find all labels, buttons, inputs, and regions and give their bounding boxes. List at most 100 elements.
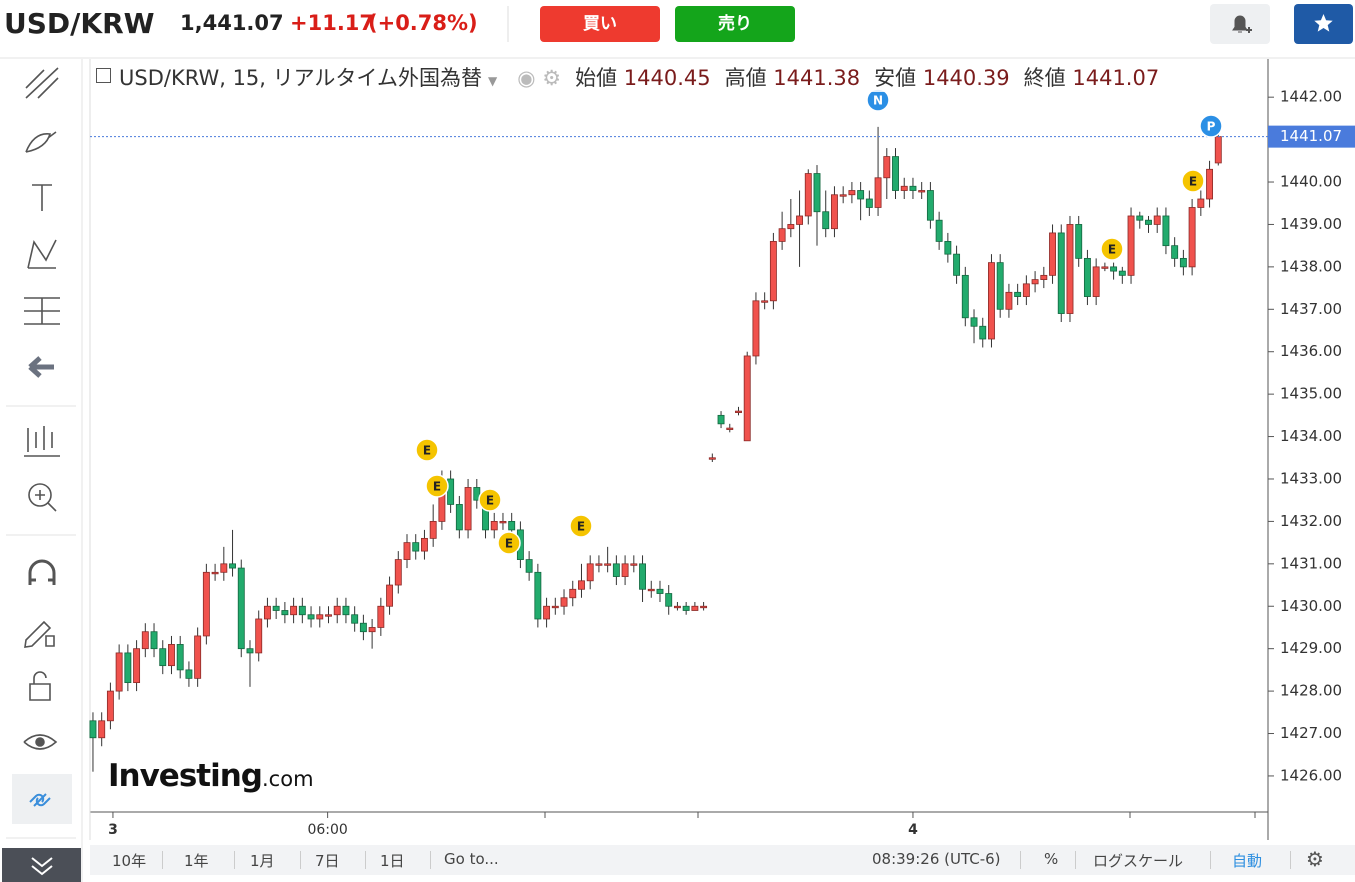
candle-body [953, 253, 961, 276]
candle-body [865, 198, 873, 208]
candle-body [787, 224, 795, 230]
candle-body [237, 567, 245, 650]
indicator-icon[interactable] [24, 426, 60, 457]
price: 1,441.07 [180, 11, 284, 35]
event-marker [497, 531, 521, 555]
candle-body [106, 690, 114, 722]
y-tick-label: 1432.00 [1280, 512, 1342, 530]
toolbar-item[interactable]: 1月 [250, 852, 275, 870]
y-tick-label: 1436.00 [1280, 342, 1342, 360]
candle-body [420, 537, 428, 552]
candle-body [229, 563, 236, 569]
buy-label[interactable]: 買い [583, 14, 617, 34]
candle-body [1110, 266, 1118, 272]
trend-icon[interactable] [25, 67, 59, 99]
separator [1210, 851, 1211, 869]
open-value: 1440.45 [623, 66, 711, 90]
candle-body [473, 487, 481, 501]
fib-icon[interactable] [24, 297, 60, 325]
candle-body [900, 185, 908, 191]
candle-body [1075, 224, 1083, 259]
event-marker [569, 514, 593, 538]
candle-body [639, 563, 646, 590]
candle-body [708, 457, 716, 460]
y-tick-label: 1430.00 [1280, 597, 1342, 615]
y-tick-label: 1426.00 [1280, 766, 1342, 784]
candle-body [665, 593, 673, 607]
candle-body [647, 588, 655, 592]
candle-body [883, 156, 891, 179]
candle-body [333, 605, 341, 616]
candle-body [1179, 257, 1187, 268]
event-label: E [433, 480, 441, 494]
candle-body [1197, 198, 1205, 208]
candle-body [560, 597, 568, 607]
pattern-icon[interactable] [27, 239, 57, 269]
candle-body [1206, 168, 1214, 200]
candle-body [586, 563, 594, 582]
toolbar-item[interactable]: 7日 [315, 852, 340, 870]
candle-body [612, 563, 620, 577]
settings-gear[interactable]: ⚙ [1306, 847, 1324, 871]
candle-body [412, 542, 420, 552]
candle-body [499, 521, 507, 524]
candle-body [246, 648, 254, 654]
event-label: E [486, 494, 494, 508]
collapse-box[interactable] [96, 68, 111, 83]
sell-button[interactable] [675, 6, 795, 42]
candle-body [359, 622, 367, 633]
candle-body [700, 605, 708, 609]
candle-body [761, 300, 769, 303]
text-icon[interactable] [32, 184, 52, 211]
toolbar-item[interactable]: Go to... [444, 850, 499, 868]
event-marker [425, 474, 449, 498]
toolbar-item[interactable]: 08:39:26 (UTC-6) [872, 850, 1001, 868]
toolbar-item[interactable]: % [1044, 850, 1059, 868]
toolbar-item[interactable]: ログスケール [1093, 852, 1184, 870]
toolbar-item[interactable]: 1年 [184, 852, 209, 870]
candle-body [1066, 224, 1074, 314]
separator [1075, 851, 1076, 869]
unlock-icon[interactable] [29, 671, 51, 701]
candle-body [944, 241, 952, 255]
lock-draw-icon[interactable] [24, 620, 55, 648]
candle-body [255, 618, 263, 654]
event-label: E [1108, 243, 1116, 257]
candle-body [1214, 136, 1222, 164]
candle-body [848, 190, 856, 196]
change: +11.17 [290, 11, 374, 35]
sell-label[interactable]: 売り [718, 13, 752, 34]
back-icon[interactable] [28, 356, 54, 378]
candle-body [717, 414, 725, 425]
y-tick-label: 1439.00 [1280, 215, 1342, 233]
toolbar-item[interactable]: 自動 [1232, 852, 1263, 870]
candle-body [822, 211, 830, 230]
candle-body [272, 605, 280, 611]
candle-body [752, 300, 760, 357]
x-tick-label: 06:00 [307, 822, 347, 838]
candle-body [621, 563, 629, 577]
low-label: 安値 [874, 66, 917, 90]
y-tick-label: 1440.00 [1280, 173, 1342, 191]
candle-body [133, 648, 141, 684]
brush-icon[interactable] [25, 131, 57, 153]
eye-icon[interactable] [23, 734, 58, 750]
candle-body [351, 614, 359, 624]
candle-body [211, 571, 219, 575]
symbol: USD/KRW [4, 7, 155, 40]
event-label: N [873, 94, 883, 108]
candle-body [290, 605, 298, 616]
toolbar-item[interactable]: 10年 [112, 852, 147, 870]
magnet-icon[interactable] [28, 559, 56, 585]
buy-button[interactable] [540, 6, 660, 42]
settings-icons[interactable]: ◉ ⚙ [517, 66, 562, 90]
toolbar-item[interactable]: 1日 [380, 852, 405, 870]
separator [430, 851, 431, 869]
dropdown-arrow[interactable]: ▼ [488, 74, 498, 88]
candle-body [298, 605, 306, 616]
candle-body [918, 190, 926, 193]
last-price-box [1268, 125, 1355, 148]
zoom-icon[interactable] [28, 483, 52, 507]
candle-body [682, 605, 690, 611]
